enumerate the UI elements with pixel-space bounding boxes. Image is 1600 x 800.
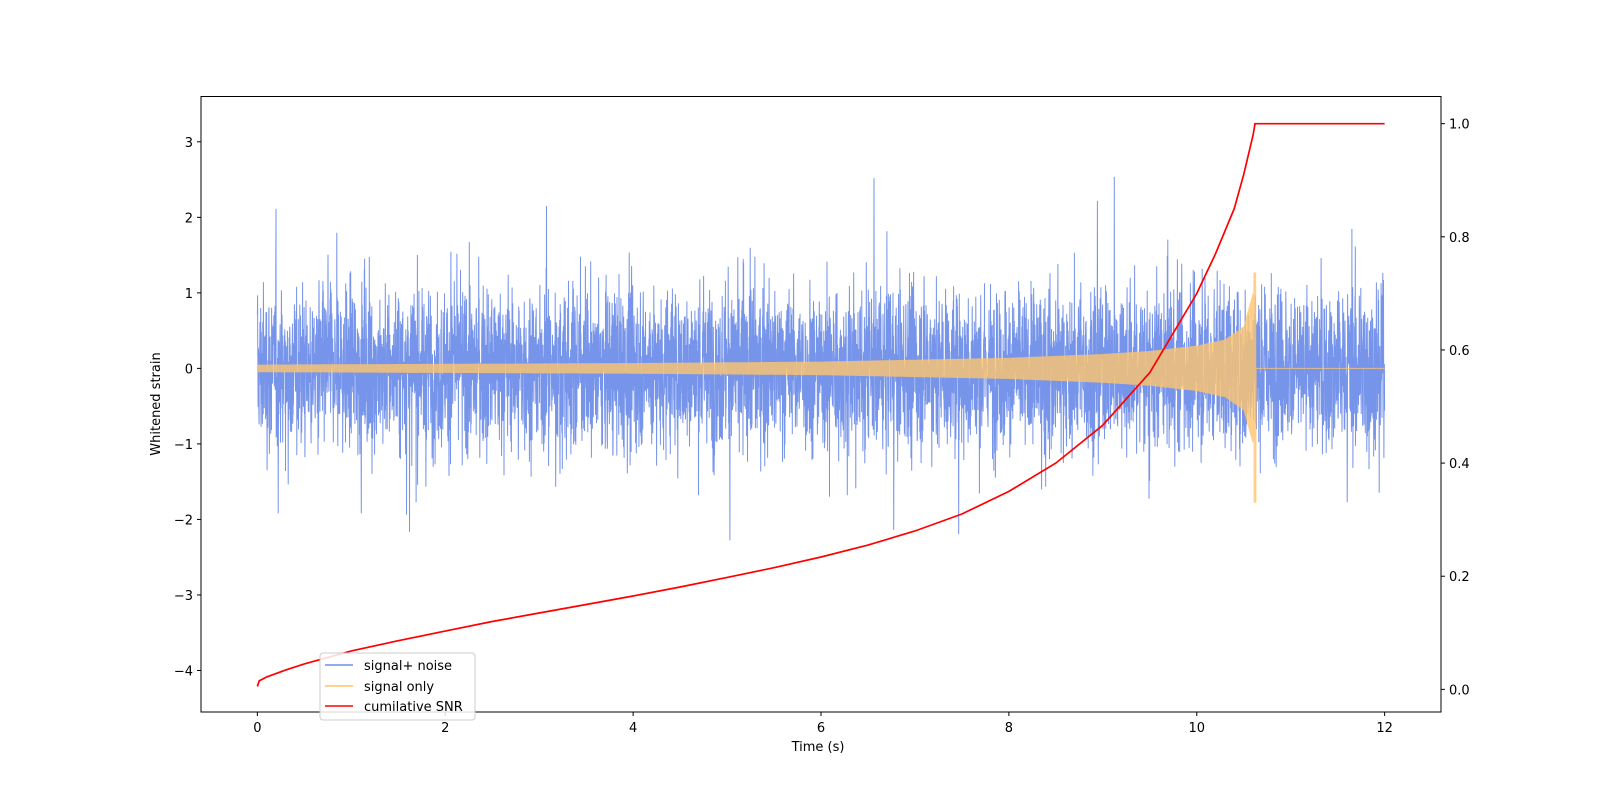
y-tick-label: −4 bbox=[174, 664, 193, 679]
x-axis-ticks: 0 2 4 6 8 10 12 bbox=[253, 712, 1393, 736]
y2-tick-label: 0.2 bbox=[1449, 570, 1470, 585]
legend-label-cumulative-snr: cumilative SNR bbox=[364, 700, 463, 715]
y-tick-label: −3 bbox=[174, 589, 193, 604]
y2-axis-ticks: 0.0 0.2 0.4 0.6 0.8 1.0 bbox=[1441, 118, 1470, 698]
y-axis-ticks: −4 −3 −2 −1 0 1 2 3 bbox=[174, 136, 201, 679]
y2-tick-label: 0.8 bbox=[1449, 231, 1470, 246]
legend-box bbox=[319, 652, 476, 721]
x-tick-label: 6 bbox=[817, 721, 825, 736]
y-tick-label: 1 bbox=[185, 287, 193, 302]
y-tick-label: −2 bbox=[174, 513, 193, 528]
y-tick-label: −1 bbox=[174, 438, 193, 453]
x-tick-label: 12 bbox=[1376, 721, 1393, 736]
x-axis-label: Time (s) bbox=[791, 740, 845, 755]
y-axis-label: Whitened strain bbox=[149, 352, 164, 455]
x-tick-label: 8 bbox=[1005, 721, 1013, 736]
y2-tick-label: 0.6 bbox=[1449, 344, 1470, 359]
y2-tick-label: 0.0 bbox=[1449, 683, 1470, 698]
x-tick-label: 10 bbox=[1188, 721, 1205, 736]
legend: signal+ noise signal only cumilative SNR bbox=[319, 652, 476, 721]
x-tick-label: 0 bbox=[253, 721, 261, 736]
legend-label-signal-noise: signal+ noise bbox=[364, 659, 452, 674]
y-tick-label: 0 bbox=[185, 362, 193, 377]
y-tick-label: 2 bbox=[185, 211, 193, 226]
y-tick-label: 3 bbox=[185, 136, 193, 151]
y2-tick-label: 0.4 bbox=[1449, 457, 1470, 472]
y2-tick-label: 1.0 bbox=[1449, 118, 1470, 133]
x-tick-label: 4 bbox=[629, 721, 637, 736]
legend-label-signal-only: signal only bbox=[364, 680, 434, 695]
x-tick-label: 2 bbox=[441, 721, 449, 736]
series-line-signal-only bbox=[256, 272, 1385, 503]
